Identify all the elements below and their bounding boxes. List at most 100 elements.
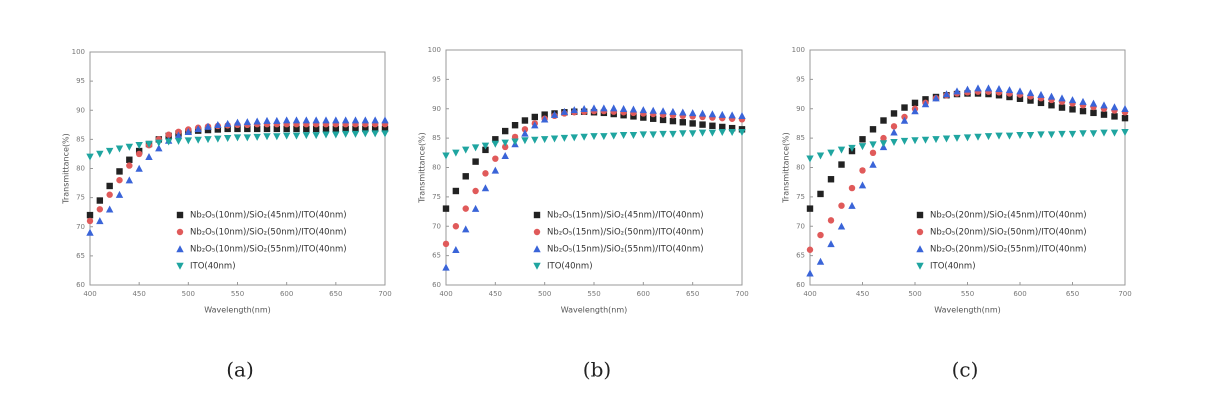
y-tick-label: 85 (432, 134, 441, 142)
data-point (639, 106, 648, 114)
data-point (708, 110, 717, 118)
data-point (184, 128, 193, 136)
data-point (442, 152, 450, 160)
x-tick-label: 500 (908, 290, 921, 298)
data-point (837, 222, 846, 230)
data-point (332, 116, 340, 124)
data-point (838, 202, 845, 209)
data-point (283, 125, 290, 133)
data-point (806, 269, 814, 277)
data-point (848, 184, 856, 192)
data-point (1089, 130, 1098, 138)
data-point (204, 136, 212, 144)
data-point (669, 117, 677, 125)
data-point (869, 160, 877, 168)
legend-label: Nb₂O₅(15nm)/SiO₂(45nm)/ITO(40nm) (547, 211, 704, 221)
data-point (341, 130, 350, 138)
data-point (817, 231, 824, 239)
data-point (282, 116, 291, 124)
data-point (135, 150, 143, 158)
y-tick-label: 60 (76, 281, 85, 289)
data-point (214, 121, 222, 129)
data-point (442, 240, 450, 248)
y-tick-label: 75 (796, 193, 805, 201)
data-point (669, 130, 677, 138)
data-point (1058, 94, 1066, 102)
data-point (263, 133, 271, 141)
legend-marker (533, 245, 541, 253)
y-tick-label: 100 (792, 46, 805, 54)
x-axis-label: Wavelength(nm) (561, 306, 628, 315)
data-point (381, 130, 389, 138)
data-point (502, 127, 509, 135)
data-point (312, 132, 320, 140)
data-point (303, 125, 310, 133)
data-point (629, 105, 638, 113)
y-tick-label: 100 (72, 48, 85, 56)
data-point (1100, 111, 1108, 118)
data-point (492, 136, 499, 143)
data-point (1058, 130, 1066, 138)
data-point (105, 205, 114, 213)
data-point (1016, 131, 1024, 139)
data-point (501, 151, 509, 159)
x-axis-label: Wavelength(nm) (204, 306, 271, 315)
data-point (352, 125, 359, 133)
legend-label: Nb₂O₅(10nm)/SiO₂(55nm)/ITO(40nm) (190, 245, 347, 255)
data-point (550, 110, 559, 118)
legend-label: Nb₂O₅(10nm)/SiO₂(45nm)/ITO(40nm) (190, 211, 347, 221)
x-tick-label: 650 (1066, 290, 1079, 298)
data-point (214, 135, 222, 143)
data-point (204, 122, 212, 130)
data-point (381, 116, 389, 124)
data-point (1121, 114, 1129, 122)
data-point (273, 125, 281, 133)
data-point (1090, 109, 1097, 117)
data-point (361, 116, 370, 124)
data-point (639, 131, 648, 139)
legend-label: Nb₂O₅(15nm)/SiO₂(50nm)/ITO(40nm) (547, 228, 704, 238)
data-point (1079, 97, 1087, 105)
data-point (223, 119, 232, 127)
x-tick-label: 600 (280, 290, 293, 298)
data-point (922, 96, 929, 103)
data-point (974, 133, 982, 141)
data-point (471, 144, 480, 152)
data-point (640, 114, 647, 121)
data-point (932, 94, 940, 102)
x-tick-label: 400 (803, 290, 816, 298)
data-point (492, 155, 499, 162)
y-tick-label: 60 (796, 281, 805, 289)
data-point (900, 116, 909, 124)
y-tick-label: 75 (76, 194, 85, 202)
data-point (1100, 129, 1108, 137)
data-point (511, 138, 519, 146)
data-point (816, 152, 825, 160)
data-point (511, 122, 519, 129)
data-point (580, 133, 588, 141)
y-tick-label: 90 (432, 105, 441, 113)
data-point (901, 104, 908, 111)
data-point (859, 136, 866, 143)
legend-label: ITO(40nm) (190, 262, 236, 272)
data-point (590, 133, 598, 141)
x-tick-label: 650 (329, 290, 342, 298)
data-point (738, 129, 746, 137)
y-tick-label: 70 (796, 222, 805, 230)
data-point (501, 139, 509, 147)
data-point (253, 125, 261, 133)
data-point (253, 117, 261, 125)
data-point (312, 125, 320, 133)
data-point (96, 217, 104, 225)
data-point (650, 115, 657, 122)
data-point (243, 118, 252, 126)
data-point (1079, 107, 1087, 115)
data-point (942, 135, 951, 143)
data-point (194, 125, 202, 133)
data-point (679, 108, 687, 116)
data-point (1006, 93, 1013, 101)
data-point (974, 84, 982, 92)
caption: (c) (952, 358, 979, 382)
data-point (1121, 129, 1129, 137)
data-point (1037, 90, 1045, 98)
